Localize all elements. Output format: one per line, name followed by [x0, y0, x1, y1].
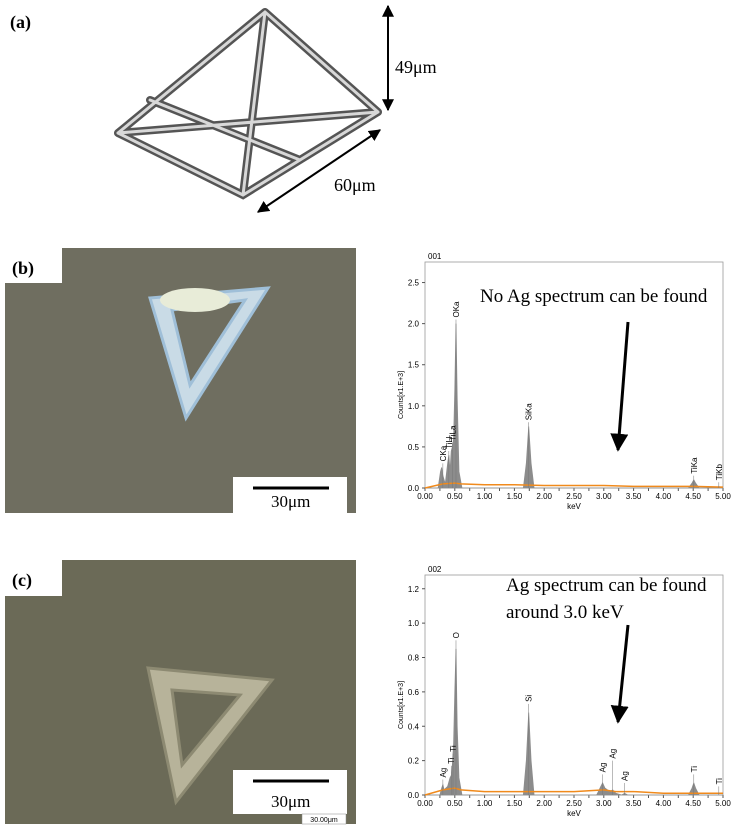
x-tick-label: 5.00	[715, 799, 731, 808]
y-tick-label: 0.8	[408, 654, 420, 663]
peak-label: Ag	[621, 771, 630, 781]
panel-label: (a)	[10, 12, 31, 33]
peak-label: Ag	[609, 749, 618, 759]
pointer-arrow	[618, 322, 628, 450]
x-tick-label: 1.00	[477, 799, 493, 808]
x-tick-label: 3.50	[626, 492, 642, 501]
x-tick-label: 1.00	[477, 492, 493, 501]
x-tick-label: 0.50	[447, 799, 463, 808]
chart-title: 002	[428, 565, 442, 574]
y-axis-label: Counts[x1.E+3]	[398, 681, 405, 729]
y-tick-label: 1.5	[408, 361, 420, 370]
x-tick-label: 0.50	[447, 492, 463, 501]
micrograph	[5, 248, 356, 513]
y-tick-label: 1.0	[408, 402, 420, 411]
pointer-arrow	[618, 625, 628, 722]
x-tick-label: 1.50	[507, 492, 523, 501]
y-tick-label: 0.5	[408, 443, 420, 452]
peak-label: Ag	[439, 768, 448, 778]
peak-label: OKa	[452, 301, 461, 318]
scale-bar-label: 30μm	[271, 792, 310, 811]
y-tick-label: 1.0	[408, 619, 420, 628]
x-tick-label: 1.50	[507, 799, 523, 808]
x-tick-label: 2.50	[566, 799, 582, 808]
x-tick-label: 2.50	[566, 492, 582, 501]
annotation: No Ag spectrum can be found	[480, 286, 708, 307]
magnification-label: 30.00μm	[310, 817, 338, 824]
peak-label: TiKa	[690, 457, 699, 474]
y-tick-label: 2.5	[408, 279, 420, 288]
figure: (a) 49μm 60μm (b) 30μm (c) 30μm 30.00μm …	[0, 0, 754, 828]
x-axis-label: keV	[567, 809, 581, 818]
x-tick-label: 0.00	[417, 492, 433, 501]
x-tick-label: 4.50	[685, 799, 701, 808]
x-tick-label: 3.50	[626, 799, 642, 808]
x-tick-label: 3.00	[596, 799, 612, 808]
y-tick-label: 0.4	[408, 722, 420, 731]
chart-title: 001	[428, 252, 442, 261]
y-tick-label: 0.2	[408, 757, 420, 766]
peak-label: Ti	[449, 745, 458, 752]
x-tick-label: 2.00	[536, 492, 552, 501]
x-tick-label: 3.00	[596, 492, 612, 501]
peak-label: TiKb	[715, 464, 724, 481]
peak-label: SiKa	[525, 403, 534, 420]
spectrum-area	[425, 649, 723, 795]
x-tick-label: 0.00	[417, 799, 433, 808]
spectrum-line	[425, 788, 723, 795]
micrograph	[5, 560, 356, 824]
annotation: Ag spectrum can be found	[506, 575, 707, 596]
x-axis-label: keV	[567, 502, 581, 511]
y-tick-label: 0.6	[408, 688, 420, 697]
peak-label: Ag	[599, 763, 608, 773]
peak-label: Ti	[447, 757, 456, 764]
peak-label: O	[452, 632, 461, 638]
x-tick-label: 4.00	[656, 492, 672, 501]
panel-label: (b)	[12, 258, 34, 279]
peak-label: Ti	[690, 766, 699, 773]
peak-label: Si	[525, 695, 534, 702]
dimension-label: 60μm	[334, 175, 376, 195]
y-tick-label: 1.2	[408, 585, 420, 594]
peak-label: Ti	[715, 778, 724, 785]
y-tick-label: 2.0	[408, 320, 420, 329]
x-tick-label: 4.50	[685, 492, 701, 501]
spectrum-area	[425, 324, 723, 488]
x-tick-label: 2.00	[536, 799, 552, 808]
panel-label: (c)	[12, 570, 32, 591]
scale-bar-label: 30μm	[271, 492, 310, 511]
y-axis-label: Counts[x1.E+3]	[398, 371, 405, 419]
x-tick-label: 4.00	[656, 799, 672, 808]
annotation: around 3.0 keV	[506, 602, 624, 623]
spectrum-line	[425, 483, 723, 488]
x-tick-label: 5.00	[715, 492, 731, 501]
pyramid	[118, 12, 378, 195]
dimension-label: 49μm	[395, 57, 437, 77]
